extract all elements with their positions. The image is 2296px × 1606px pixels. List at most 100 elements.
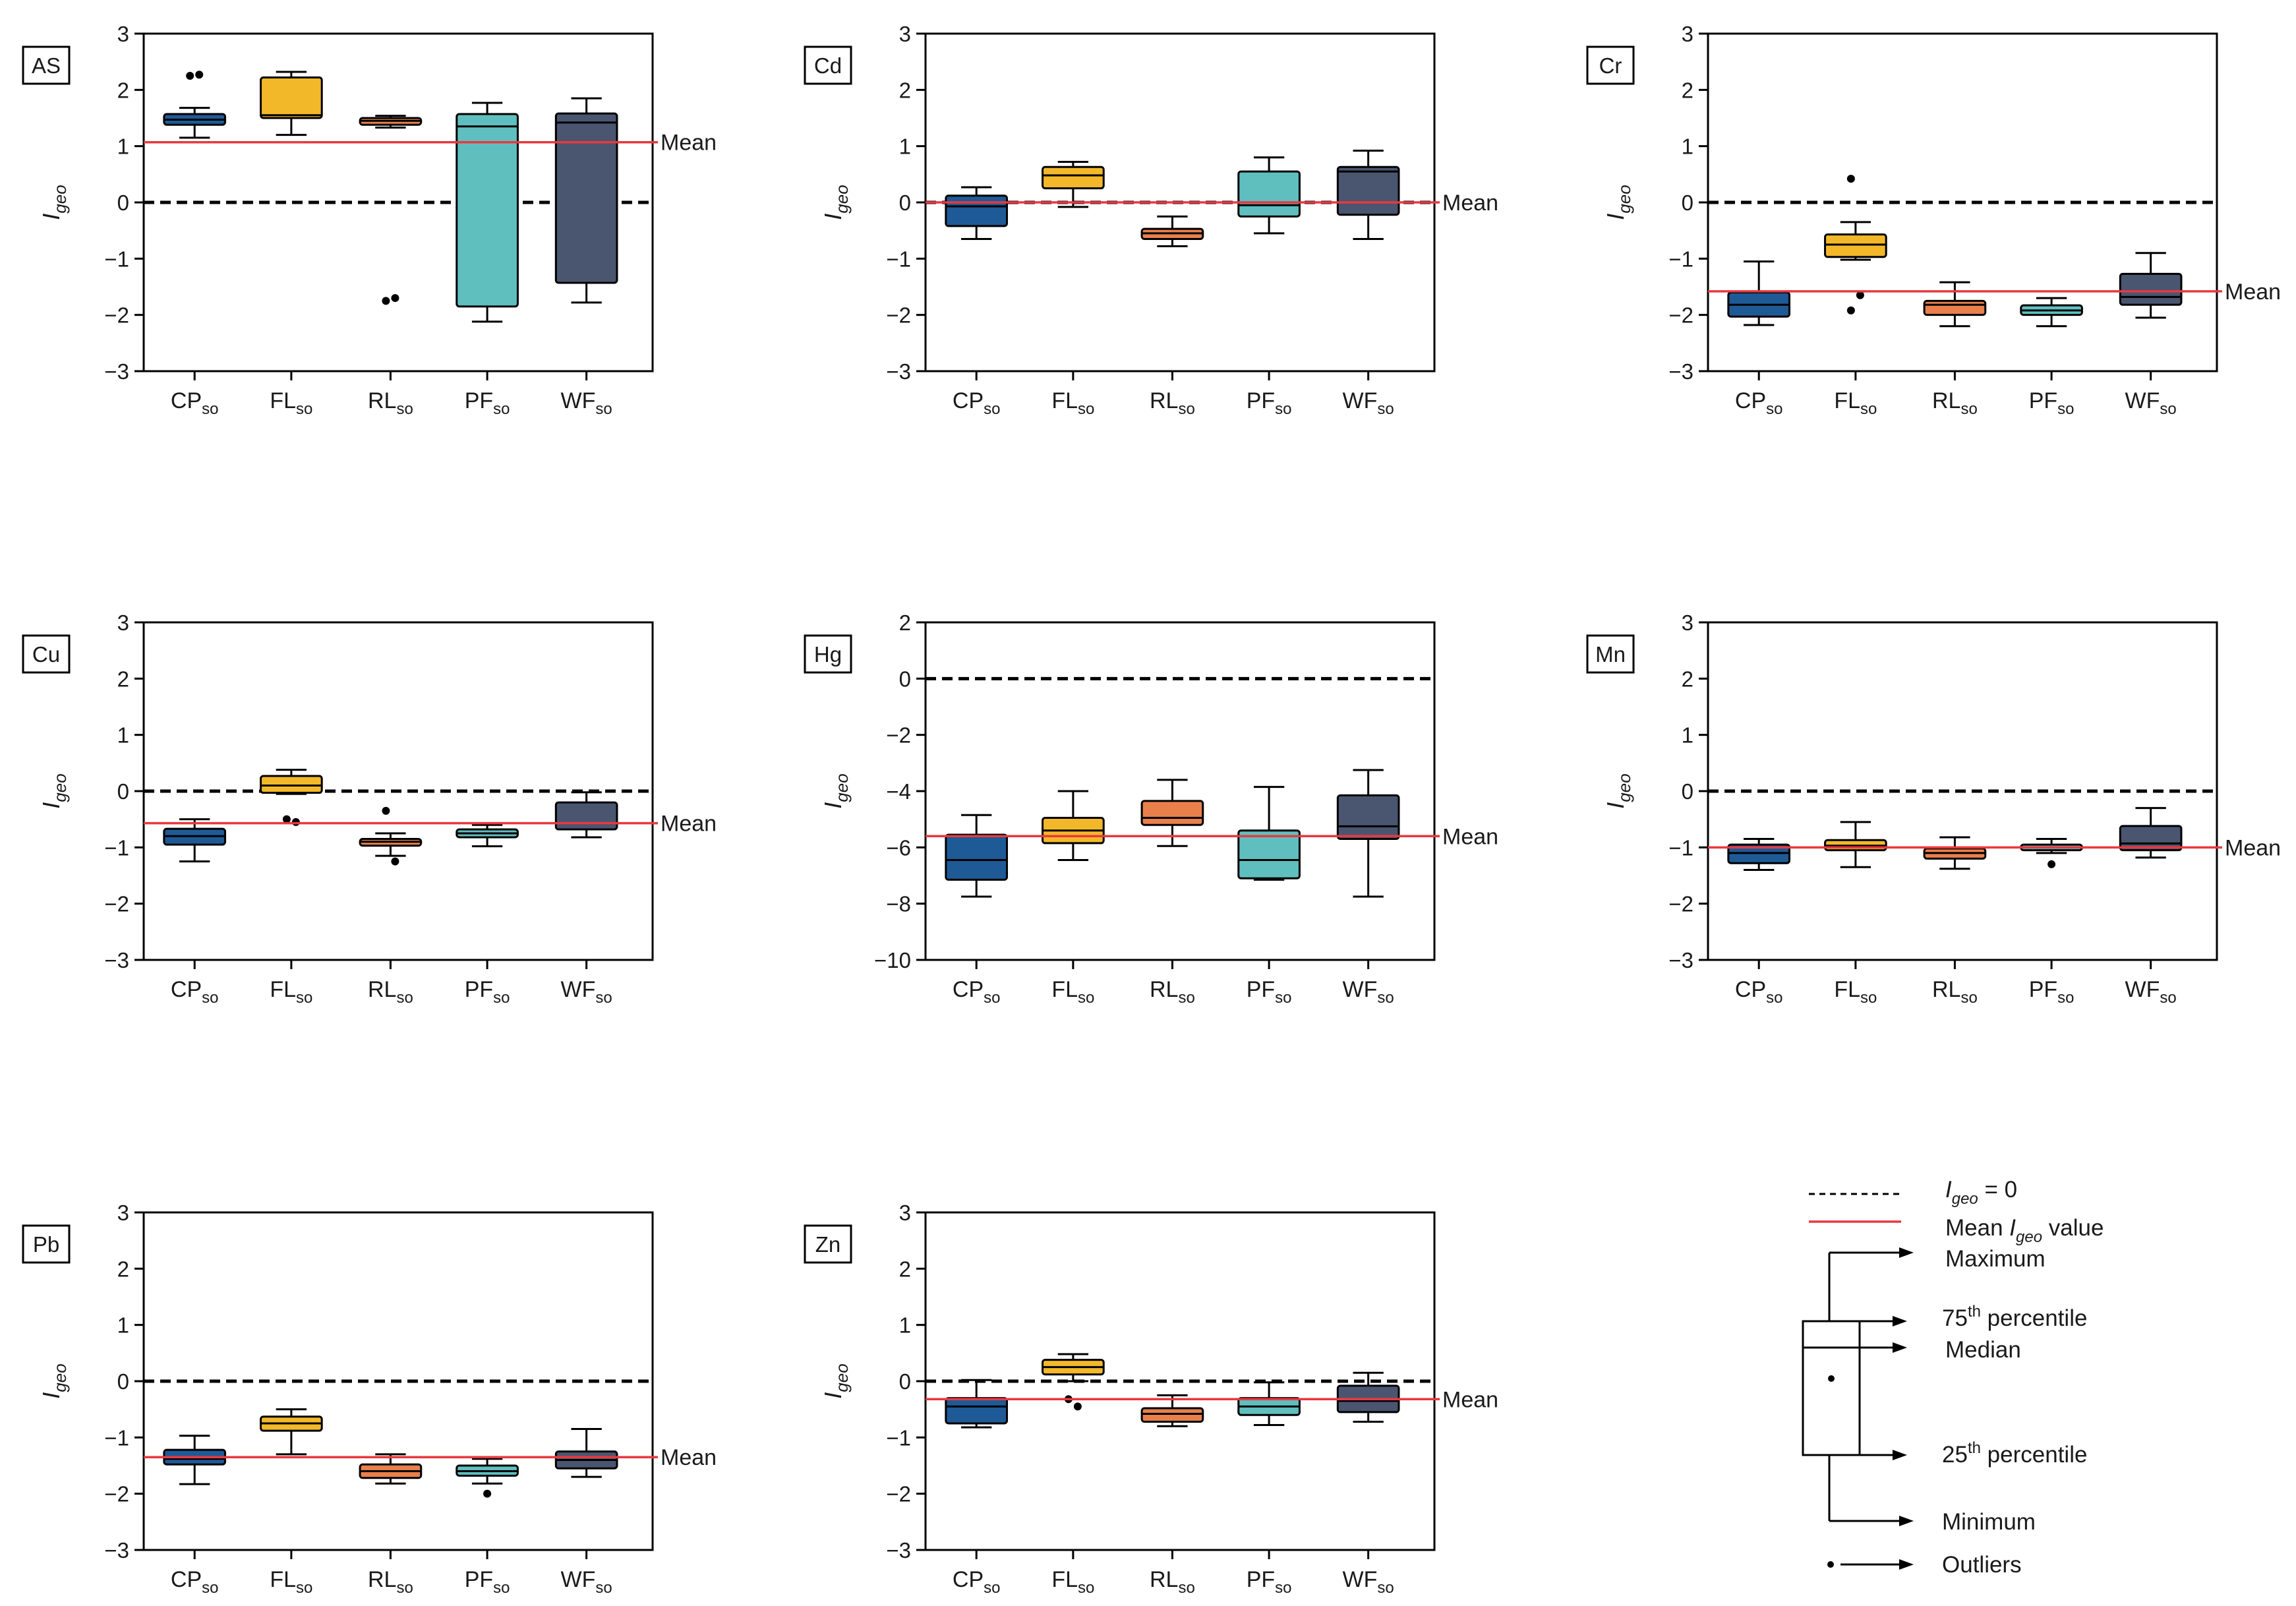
x-tick-label: PFso [1247,388,1292,418]
iqr-box [945,833,1009,881]
iqr-box [945,1397,1009,1425]
box-wf [2119,252,2183,319]
legend-p25-num: 25 [1942,1442,1968,1468]
x-tick-label: WFso [1343,977,1394,1007]
x-tick-label: RLso [1932,977,1978,1007]
element-label-text: Hg [814,642,842,667]
x-tick-label-sub: so [984,989,1000,1007]
element-label: Hg [804,634,852,674]
box-wf [1336,769,1400,898]
x-tick-label-main: FL [1834,388,1860,413]
box-pf [456,1458,519,1498]
legend-arrow-min-head [1899,1516,1914,1526]
box-rl [1140,779,1204,847]
mean-label: Mean [661,131,717,156]
y-tick-label: 1 [117,134,129,159]
legend-mean-pre: Mean [1945,1215,2009,1241]
y-tick-label: 1 [899,134,911,159]
legend-zero-text: Igeo = 0 [1945,1177,2017,1208]
box-pf [2020,838,2083,868]
y-axis-label-sub: geo [50,185,70,213]
x-tick-label: RLso [368,977,413,1007]
outlier-point [1846,306,1855,314]
legend-arrow-median-head [1893,1342,1907,1353]
y-tick-label: 0 [1682,191,1693,215]
y-tick-label: 0 [117,191,129,215]
legend-p25-rest: percentile [1981,1442,2087,1468]
x-tick-label-sub: so [296,1579,312,1597]
y-axis-label-sub: geo [1614,773,1634,802]
iqr-box [1336,794,1400,841]
x-tick-label: PFso [465,388,510,418]
legend-zero-i: I [1945,1177,1952,1203]
mean-label: Mean [661,812,717,837]
element-label: Cd [804,45,852,85]
x-tick-label: CPso [171,1567,219,1597]
x-tick-label-sub: so [2057,400,2074,418]
x-tick-label: RLso [368,388,413,418]
x-tick-label-sub: so [2057,989,2074,1007]
legend-mean-text: Mean Igeo value [1945,1215,2104,1246]
x-tick-label-main: WF [2125,388,2160,413]
iqr-box [456,113,519,308]
box-pf [1237,786,1301,881]
y-tick-label: −1 [1668,835,1693,860]
x-tick-label-main: CP [1735,977,1766,1002]
box-wf [554,97,618,304]
y-tick-label: 3 [899,22,911,46]
x-tick-label: CPso [953,977,1001,1007]
x-tick-label-sub: so [202,989,218,1007]
x-tick-label-sub: so [1178,989,1194,1007]
y-tick-label: −6 [886,835,911,860]
box-rl [359,115,423,305]
box-wf [2119,807,2183,859]
x-tick-label-main: CP [1735,388,1766,413]
legend-p75-text: 75th percentile [1942,1303,2087,1331]
x-tick-label: RLso [1150,977,1195,1007]
y-axis-label: Igeo [38,1363,70,1398]
x-tick-label-main: WF [1343,388,1378,413]
x-tick-label-sub: so [202,400,218,418]
y-tick-label: −3 [886,359,911,384]
iqr-box [1824,233,1887,258]
legend-zero-rest: = 0 [1978,1177,2017,1203]
y-axis-label-sub: geo [832,185,852,213]
x-tick-label: WFso [561,388,612,418]
box-fl [260,1408,323,1456]
x-tick-label-main: CP [953,1567,984,1592]
y-axis-label-main: I [819,214,846,220]
element-label-text: Cd [814,53,842,78]
iqr-box [1237,829,1301,879]
x-tick-label-sub: so [1178,1579,1194,1597]
x-tick-label-sub: so [1860,400,1877,418]
y-tick-label: 0 [899,191,911,215]
element-label-text: AS [32,53,61,78]
y-axis-label-main: I [819,802,846,809]
box-cp [1727,260,1791,326]
box-wf [554,1428,618,1478]
y-tick-label: 3 [117,22,129,46]
y-tick-label: 1 [1682,134,1693,159]
y-axis-label: Igeo [38,773,70,808]
legend-outliers-text: Outliers [1942,1552,2022,1578]
legend-arrow-max-head [1899,1247,1914,1258]
x-tick-label-main: FL [1051,977,1078,1002]
x-tick-label-sub: so [1960,989,1977,1007]
y-tick-label: 0 [117,779,129,804]
x-tick-label: FLso [1051,1567,1094,1597]
x-tick-label-sub: so [1766,400,1782,418]
x-tick-label: CPso [171,977,219,1007]
x-tick-label-main: FL [270,977,296,1002]
mean-label: Mean [1442,1387,1498,1412]
y-tick-label: −2 [886,303,911,328]
x-tick-label-sub: so [1275,989,1291,1007]
iqr-box [1923,299,1987,316]
x-tick-label-main: CP [171,977,202,1002]
box-pf [456,823,519,848]
x-tick-label-main: RL [368,388,396,413]
legend-arrow-p75-head [1893,1316,1907,1326]
